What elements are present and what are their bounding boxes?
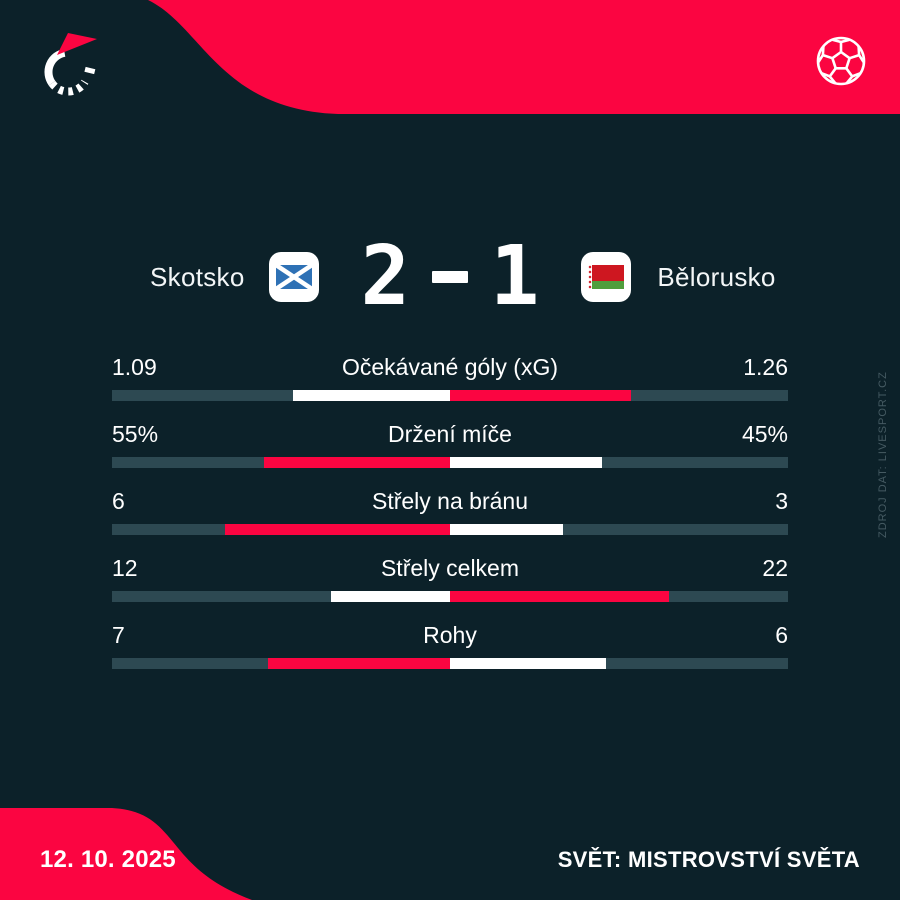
stat-away-value: 3	[775, 488, 788, 514]
stat-away-value: 1.26	[743, 354, 788, 380]
bar-fill-home	[268, 658, 450, 669]
bar-fill-home	[224, 524, 450, 535]
stat-row-shots-total: 12 Střely celkem 22	[112, 553, 788, 602]
home-side: Skotsko	[0, 252, 319, 302]
top-banner	[0, 0, 900, 116]
away-team-name: Bělorusko	[657, 261, 776, 292]
bar-fill-away	[450, 591, 669, 602]
stat-away-value: 22	[762, 555, 788, 581]
stats-list: 1.09 Očekávané góly (xG) 1.26 55% Držení…	[112, 352, 788, 687]
livesport-logo-icon	[42, 30, 100, 98]
stat-bar	[112, 390, 788, 401]
stat-label: Očekávané góly (xG)	[341, 354, 559, 380]
bar-fill-away	[450, 524, 563, 535]
stat-label: Držení míče	[388, 421, 512, 447]
stat-bar	[112, 658, 788, 669]
stat-label: Střely celkem	[380, 555, 520, 581]
belarus-flag-icon	[588, 265, 625, 289]
score-separator: -	[432, 271, 468, 283]
away-side: Bělorusko	[581, 252, 900, 302]
score: 2 - 1	[361, 236, 540, 318]
stat-away-value: 45%	[741, 421, 788, 447]
stat-label: Rohy	[423, 622, 477, 648]
stat-bar	[112, 524, 788, 535]
bottom-banner	[0, 808, 270, 900]
scoreboard: Skotsko 2 - 1 Bělorusko	[0, 236, 900, 318]
stat-label: Střely na bránu	[372, 488, 528, 514]
data-source-watermark: ZDROJ DAT: LIVESPORT.CZ	[877, 371, 889, 539]
stat-home-value: 55%	[112, 421, 159, 447]
away-score: 1	[490, 229, 540, 324]
home-score: 2	[360, 229, 410, 324]
stat-home-value: 7	[112, 622, 125, 648]
stat-away-value: 6	[775, 622, 788, 648]
stat-home-value: 1.09	[112, 354, 157, 380]
bar-fill-away	[450, 658, 606, 669]
bar-fill-home	[293, 390, 450, 401]
stat-home-value: 6	[112, 488, 125, 514]
home-flag-badge	[268, 252, 319, 302]
stat-row-possession: 55% Držení míče 45%	[112, 419, 788, 468]
away-flag-badge	[581, 252, 632, 302]
bar-fill-home	[264, 457, 450, 468]
stat-row-corners: 7 Rohy 6	[112, 620, 788, 669]
stat-row-shots-on-target: 6 Střely na bránu 3	[112, 486, 788, 535]
scotland-flag-icon	[275, 265, 312, 289]
bar-fill-away	[450, 457, 603, 468]
football-icon	[815, 35, 867, 87]
stat-row-xg: 1.09 Očekávané góly (xG) 1.26	[112, 352, 788, 401]
competition-label: SVĚT: MISTROVSTVÍ SVĚTA	[557, 847, 860, 872]
stat-bar	[112, 591, 788, 602]
stat-home-value: 12	[112, 555, 138, 581]
match-date: 12. 10. 2025	[40, 846, 176, 873]
stat-bar	[112, 457, 788, 468]
bar-fill-away	[450, 390, 632, 401]
home-team-name: Skotsko	[150, 261, 245, 292]
bar-fill-home	[330, 591, 450, 602]
